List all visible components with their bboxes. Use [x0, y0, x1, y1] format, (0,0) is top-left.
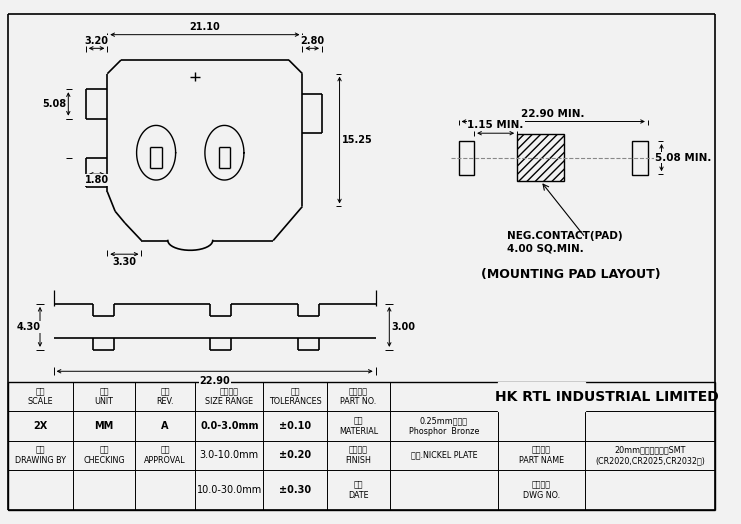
Text: 公差
TOLERANCES: 公差 TOLERANCES	[269, 387, 322, 406]
Text: 0.25mm磷青铜
Phosphor  Bronze: 0.25mm磷青铜 Phosphor Bronze	[409, 416, 479, 435]
Text: 比例
SCALE: 比例 SCALE	[27, 387, 53, 406]
Text: 零件编号
PART NO.: 零件编号 PART NO.	[340, 387, 376, 406]
Text: 制图
DRAWING BY: 制图 DRAWING BY	[15, 445, 66, 465]
Bar	[632, 141, 648, 175]
Text: 0.0-3.0mm: 0.0-3.0mm	[200, 421, 259, 431]
Text: 单位
UNIT: 单位 UNIT	[94, 387, 113, 406]
Text: 3.0-10.0mm: 3.0-10.0mm	[200, 450, 259, 460]
Text: 版本
REV.: 版本 REV.	[156, 387, 173, 406]
Text: 5.08 MIN.: 5.08 MIN.	[655, 152, 711, 162]
Text: 1.15 MIN.: 1.15 MIN.	[468, 121, 524, 130]
Text: 尺寸范围
SIZE RANGE: 尺寸范围 SIZE RANGE	[205, 387, 253, 406]
Bar	[459, 141, 474, 175]
Text: 20mm纽扣电池座，SMT
(CR2020,CR2025,CR2032用): 20mm纽扣电池座，SMT (CR2020,CR2025,CR2032用)	[595, 445, 705, 465]
Text: MM: MM	[94, 421, 113, 431]
Text: 核准
APPROVAL: 核准 APPROVAL	[144, 445, 186, 465]
Text: 零件名称
PART NAME: 零件名称 PART NAME	[519, 445, 564, 465]
Text: 审核
CHECKING: 审核 CHECKING	[83, 445, 124, 465]
Text: 3.00: 3.00	[391, 322, 415, 332]
Text: 22.90 MIN.: 22.90 MIN.	[522, 108, 585, 119]
Text: ±0.20: ±0.20	[279, 450, 311, 460]
Text: 4.00 SQ.MIN.: 4.00 SQ.MIN.	[508, 243, 584, 253]
Text: HK RTL INDUSTRIAL LIMITED: HK RTL INDUSTRIAL LIMITED	[494, 390, 718, 403]
Text: 3.20: 3.20	[84, 36, 109, 46]
Text: ±0.30: ±0.30	[279, 485, 311, 495]
Text: (MOUNTING PAD LAYOUT): (MOUNTING PAD LAYOUT)	[481, 268, 660, 281]
Polygon shape	[498, 382, 585, 411]
Text: 日期
DATE: 日期 DATE	[348, 480, 369, 499]
Text: 4.30: 4.30	[16, 322, 40, 332]
Text: 图纸编号
DWG NO.: 图纸编号 DWG NO.	[523, 480, 560, 499]
Text: 表面处理
FINISH: 表面处理 FINISH	[345, 445, 371, 465]
Text: 2.80: 2.80	[300, 36, 325, 46]
Text: 3.30: 3.30	[113, 257, 136, 267]
Text: 15.25: 15.25	[342, 135, 373, 145]
Text: 10.0-30.0mm: 10.0-30.0mm	[196, 485, 262, 495]
Text: A: A	[161, 421, 169, 431]
Text: 材料
MATERIAL: 材料 MATERIAL	[339, 416, 378, 435]
Text: 5.08: 5.08	[42, 99, 67, 109]
Bar	[517, 134, 564, 181]
Text: 1.80: 1.80	[84, 175, 109, 185]
Text: NEG.CONTACT(PAD): NEG.CONTACT(PAD)	[508, 231, 623, 241]
Text: 镀镖.NICKEL PLATE: 镀镖.NICKEL PLATE	[411, 451, 477, 460]
Text: 22.90: 22.90	[199, 376, 230, 386]
Text: 21.10: 21.10	[190, 22, 220, 32]
Text: 2X: 2X	[33, 421, 47, 431]
Text: ±0.10: ±0.10	[279, 421, 311, 431]
